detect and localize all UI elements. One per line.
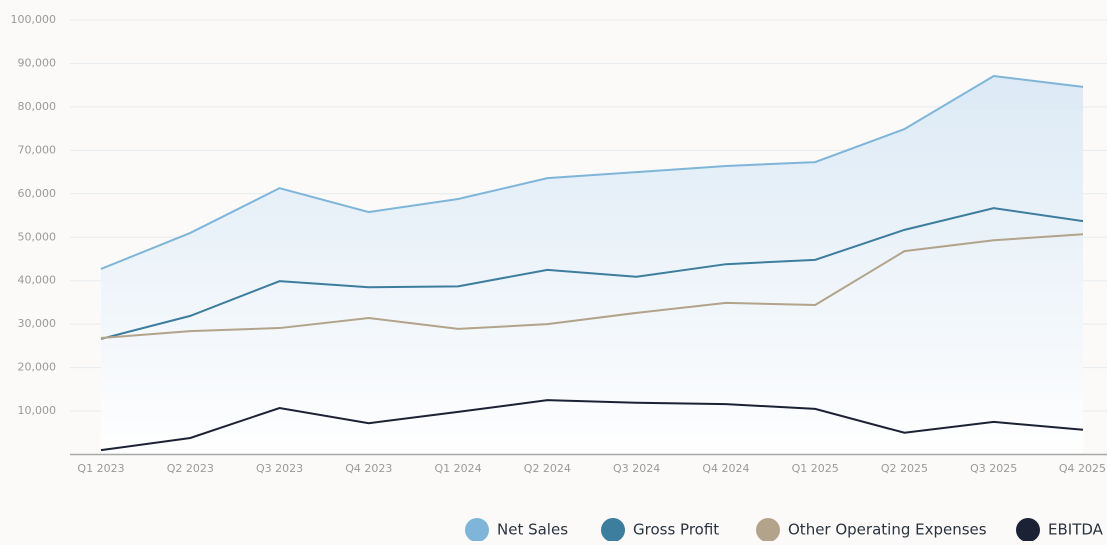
x-tick-label: Q2 2023: [167, 462, 214, 475]
x-tick-label: Q1 2025: [792, 462, 839, 475]
x-tick-label: Q1 2024: [435, 462, 482, 475]
legend-label: Other Operating Expenses: [788, 521, 987, 539]
area: [101, 76, 1083, 455]
y-tick-label: 40,000: [18, 274, 57, 287]
x-tick-label: Q3 2025: [970, 462, 1017, 475]
y-tick-label: 60,000: [18, 187, 57, 200]
legend-swatch: [601, 518, 625, 542]
legend-label: Gross Profit: [633, 521, 719, 539]
y-tick-label: 50,000: [18, 230, 57, 243]
x-tick-label: Q4 2023: [345, 462, 392, 475]
x-tick-label: Q4 2025: [1059, 462, 1106, 475]
y-tick-label: 20,000: [18, 361, 57, 374]
y-tick-label: 80,000: [18, 100, 57, 113]
y-tick-label: 90,000: [18, 56, 57, 69]
x-tick-label: Q2 2024: [524, 462, 571, 475]
x-tick-label: Q1 2023: [77, 462, 124, 475]
legend-swatch: [1016, 518, 1040, 542]
y-tick-label: 70,000: [18, 143, 57, 156]
line: [100, 207, 1084, 340]
line: [100, 75, 1084, 270]
legend-swatch: [465, 518, 489, 542]
line: [100, 233, 1084, 340]
x-tick-label: Q2 2025: [881, 462, 928, 475]
x-tick-label: Q3 2023: [256, 462, 303, 475]
legend-label: Net Sales: [497, 521, 568, 539]
y-tick-label: 100,000: [11, 13, 57, 26]
x-tick-label: Q3 2024: [613, 462, 660, 475]
line: [100, 399, 1084, 452]
y-tick-label: 10,000: [18, 404, 57, 417]
legend-label: EBITDA: [1048, 521, 1104, 539]
y-tick-label: 30,000: [18, 317, 57, 330]
legend-swatch: [756, 518, 780, 542]
x-tick-label: Q4 2024: [702, 462, 749, 475]
